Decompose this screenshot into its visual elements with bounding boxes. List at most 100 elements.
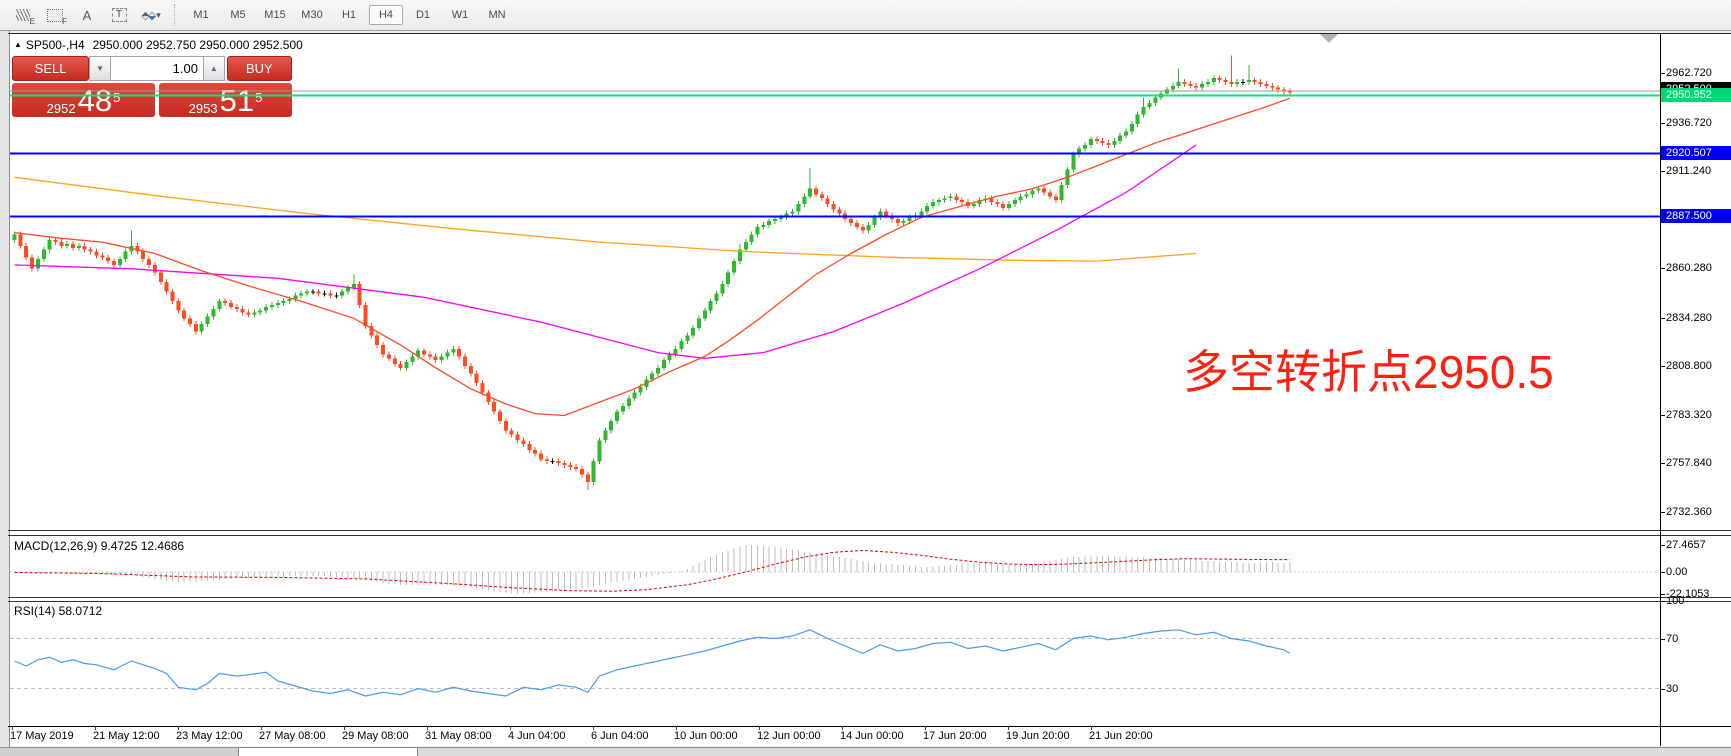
volume-decrease-button[interactable]: ▼ <box>89 56 111 81</box>
candle-body <box>1135 114 1140 124</box>
price-tick-label-tick <box>1660 318 1665 319</box>
candle-body <box>1205 82 1210 84</box>
tf-button-D1[interactable]: D1 <box>415 9 431 21</box>
text-a-glyph: A <box>82 7 92 23</box>
candle-body <box>1036 188 1041 191</box>
candle-body <box>667 354 672 361</box>
ohlc-values: 2950.000 2952.750 2950.000 2952.500 <box>92 38 303 52</box>
price-tick-label: 2911.240 <box>1666 165 1712 177</box>
tf-button-H4[interactable]: H4 <box>369 5 403 25</box>
equidistant-channel-icon[interactable]: E <box>10 4 36 26</box>
candle-body <box>960 200 965 203</box>
time-tick-label: 14 Jun 00:00 <box>840 730 904 742</box>
text-label-icon[interactable]: A <box>74 4 100 26</box>
candle-body <box>170 291 175 302</box>
price-tick-label-tick <box>1660 463 1665 464</box>
candle-body <box>234 306 239 309</box>
time-tick <box>759 726 760 730</box>
candle-body <box>240 308 245 313</box>
time-tick-label: 21 May 12:00 <box>93 730 160 742</box>
text-box-icon[interactable]: T <box>106 4 132 26</box>
sell-price-box[interactable]: 2952 48 5 <box>12 83 155 117</box>
candle-body <box>948 196 953 199</box>
time-tick-label: 12 Jun 00:00 <box>757 730 821 742</box>
candle-body <box>849 219 853 223</box>
candle-body <box>591 461 596 483</box>
candle-body <box>258 310 263 313</box>
candle-body <box>1129 123 1134 132</box>
main-macd-separator[interactable] <box>8 530 1731 531</box>
time-tick <box>510 726 511 730</box>
tf-button-M1[interactable]: M1 <box>193 9 209 21</box>
candle-body <box>410 356 415 363</box>
tf-button-H1[interactable]: H1 <box>341 9 357 21</box>
candle-body <box>819 194 824 199</box>
volume-increase-button[interactable]: ▲ <box>202 56 225 81</box>
tf-button-MN[interactable]: MN <box>488 9 506 21</box>
candle-body <box>860 226 865 231</box>
mouse-cursor-icon <box>1320 34 1338 43</box>
candle-body <box>773 219 777 222</box>
tf-button-M30[interactable]: M30 <box>301 9 323 21</box>
tf-button-M5[interactable]: M5 <box>230 9 246 21</box>
volume-input[interactable]: 1.00 <box>110 56 203 81</box>
candle-body <box>609 421 614 431</box>
tf-button-W1[interactable]: W1 <box>451 9 469 21</box>
candlestick-chart[interactable] <box>10 34 1660 530</box>
chart-annotation-text[interactable]: 多空转折点2950.5 <box>1183 346 1554 398</box>
candle-body <box>24 245 29 258</box>
candle-body <box>977 200 982 204</box>
candle-body <box>1077 148 1082 155</box>
time-tick-label: 17 Jun 20:00 <box>923 730 987 742</box>
time-tick-label: 21 Jun 20:00 <box>1089 730 1153 742</box>
price-tick-label-tick <box>1660 512 1665 513</box>
price-tick-label: 2783.320 <box>1666 409 1712 421</box>
candle-body <box>281 301 286 304</box>
dropdown-caret-icon: ▾ <box>156 9 161 20</box>
candle-body <box>544 459 549 462</box>
candle-body <box>527 444 532 450</box>
tab-segment-active[interactable] <box>239 748 418 756</box>
buy-button[interactable]: BUY <box>226 56 293 81</box>
candle-body <box>515 434 520 441</box>
candle-body <box>808 188 813 197</box>
macd-indicator-chart[interactable] <box>10 536 1660 596</box>
candle-body <box>223 301 228 304</box>
candle-body <box>925 205 930 212</box>
bottom-tab-bar[interactable] <box>0 747 1731 756</box>
candle-body <box>264 306 268 311</box>
price-tick-label-tick <box>1660 366 1665 367</box>
candle-body <box>193 324 198 332</box>
time-tick-label: 6 Jun 04:00 <box>591 730 649 742</box>
candle-body <box>550 461 555 463</box>
fibonacci-grid-icon[interactable]: F <box>42 4 68 26</box>
candle-body <box>702 310 707 319</box>
candle-body <box>1182 82 1187 84</box>
candle-body <box>1048 192 1052 197</box>
tab-segment[interactable] <box>0 748 239 756</box>
buy-price-sup: 5 <box>255 90 263 105</box>
candle-body <box>158 272 163 283</box>
candle-body <box>1071 154 1076 170</box>
candle-body <box>416 350 421 357</box>
candle-body <box>626 398 631 406</box>
candle-body <box>638 386 643 393</box>
macd-rsi-separator[interactable] <box>8 597 1731 598</box>
candle-body <box>1211 78 1216 82</box>
buy-price-box[interactable]: 2953 51 5 <box>159 83 292 117</box>
sell-button[interactable]: SELL <box>12 56 90 81</box>
candle-body <box>1188 83 1193 86</box>
ma-magenta-line <box>14 144 1197 359</box>
price-tick-label-tick <box>1660 73 1665 74</box>
price-tick-label-tick <box>1660 123 1665 124</box>
rsi-indicator-chart[interactable] <box>10 601 1660 726</box>
candle-body <box>1194 85 1199 88</box>
arrow-objects-icon[interactable]: ⬘⬙ ▾ <box>138 4 164 26</box>
candle-body <box>117 259 122 265</box>
candle-body <box>480 383 485 393</box>
candle-body <box>299 293 304 296</box>
macd-tick-label: -22.1053 <box>1666 588 1710 600</box>
tf-button-M15[interactable]: M15 <box>264 9 286 21</box>
candle-body <box>357 284 362 305</box>
candle-body <box>1007 204 1011 208</box>
